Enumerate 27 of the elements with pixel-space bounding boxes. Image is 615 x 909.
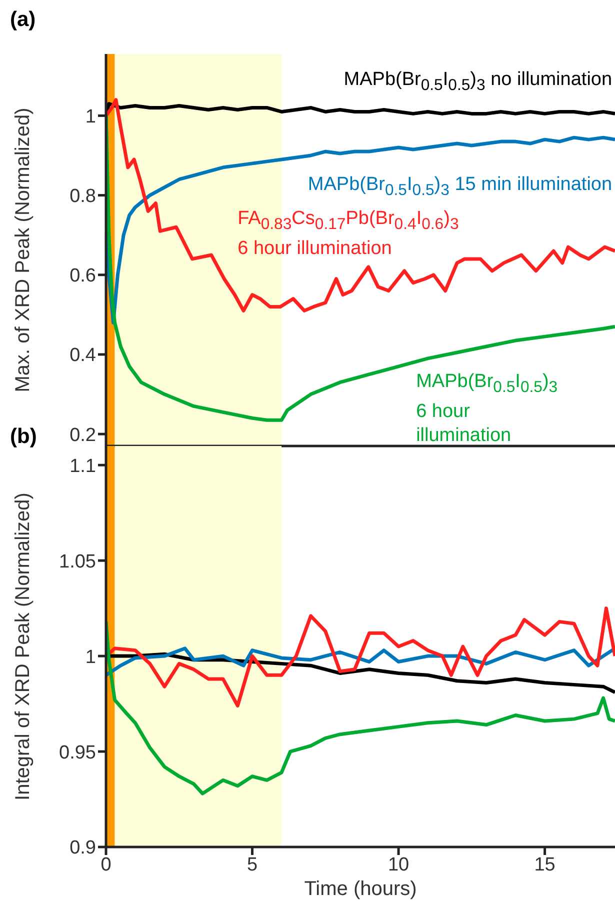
- x-tick-label: 0: [100, 854, 112, 876]
- y-axis-title: Integral of XRD Peak (Normalized): [12, 492, 34, 800]
- y-tick-label: 1.05: [59, 551, 96, 572]
- chart-title: (a): [10, 8, 36, 32]
- y-tick-label: 0.6: [70, 266, 96, 287]
- y-tick-label: 0.4: [70, 345, 96, 366]
- line-series: [106, 114, 615, 422]
- y-tick-label: 0.95: [59, 742, 96, 764]
- chart-title: (b): [10, 425, 37, 449]
- line-series: [106, 102, 615, 118]
- x-axis-title: Time (hours): [304, 878, 417, 900]
- y-tick-label: 1.1: [70, 456, 96, 477]
- line-series: [106, 646, 615, 677]
- y-tick-label: 0.2: [70, 424, 96, 446]
- y-tick-label: 0.8: [70, 186, 96, 208]
- y-axis-title: Max. of XRD Peak (Normalized): [12, 108, 34, 392]
- y-tick-label: 1: [85, 646, 96, 668]
- line-series: [106, 620, 615, 796]
- x-tick-label: 15: [534, 854, 556, 876]
- text: MAPb(Br$_{0.5}$I$_{0.5}$)$_{3}$ 6 hour illumination: [416, 371, 558, 446]
- y-tick-label: 0.9: [70, 838, 96, 859]
- y-tick-label: 1: [85, 106, 96, 128]
- text: FA$_{0.83}$Cs$_{0.17}$Pb(Br$_{0.4}$I$_{0.6}$)$_{3}$ 6 hour illumination: [238, 208, 459, 259]
- series-label: MAPb(Br$_{0.5}$I$_{0.5}$)$_{3}$ 15 min illumination: [306, 173, 612, 202]
- x-tick-label: 5: [246, 854, 258, 876]
- series-label: MAPb(Br$_{0.5}$I$_{0.5}$)$_{3}$ no illumination: [342, 68, 612, 96]
- x-tick-label: 10: [388, 854, 410, 876]
